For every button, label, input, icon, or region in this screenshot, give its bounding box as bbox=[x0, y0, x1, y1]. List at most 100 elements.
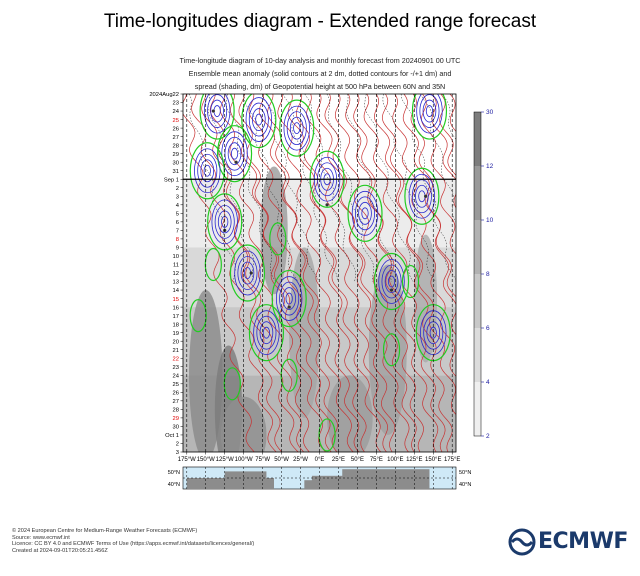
negative-contour bbox=[256, 315, 277, 350]
positive-contour bbox=[258, 94, 354, 452]
longitude-label: 25°W bbox=[293, 457, 308, 463]
gridlines bbox=[183, 94, 456, 452]
negative-contour bbox=[259, 321, 274, 345]
day-label: 14 bbox=[173, 288, 180, 294]
negative-contour bbox=[361, 207, 369, 220]
dotted-contour bbox=[346, 94, 393, 282]
map-lat-label-right: 50°N bbox=[459, 470, 471, 476]
negative-contour bbox=[378, 259, 405, 304]
day-label: 28 bbox=[173, 143, 179, 149]
day-label: 27 bbox=[173, 135, 179, 141]
green-contour bbox=[189, 142, 225, 200]
longitude-label: 125°E bbox=[406, 457, 422, 463]
colorbar-label: 4 bbox=[486, 379, 490, 386]
positive-contour bbox=[410, 94, 456, 336]
day-label: 29 bbox=[173, 152, 179, 158]
negative-contour bbox=[194, 148, 221, 194]
spread-blob bbox=[260, 166, 288, 295]
anomaly-center-marker bbox=[211, 109, 215, 113]
day-label: 2 bbox=[176, 442, 179, 448]
colorbar-segment bbox=[474, 112, 481, 166]
negative-contour bbox=[429, 326, 437, 339]
positive-contour bbox=[363, 94, 446, 452]
negative-contour bbox=[255, 113, 263, 126]
longitude-label: 50°E bbox=[351, 457, 364, 463]
day-label: 10 bbox=[173, 254, 179, 260]
negative-contour bbox=[279, 281, 300, 316]
green-contour bbox=[279, 99, 315, 157]
longitude-label: 25°E bbox=[332, 457, 345, 463]
negative-contour bbox=[286, 111, 307, 145]
negative-contour bbox=[293, 122, 301, 134]
positive-contour bbox=[191, 94, 277, 452]
subtitle-line-2: Ensemble mean anomaly (solid contours at… bbox=[188, 69, 452, 78]
positive-contour bbox=[316, 94, 410, 452]
dotted-contour bbox=[364, 94, 414, 282]
day-label: 30 bbox=[173, 160, 179, 166]
colorbar-label: 2 bbox=[486, 433, 490, 440]
map-land bbox=[304, 480, 328, 489]
longitude-label: 50°W bbox=[274, 457, 289, 463]
day-label: 3 bbox=[176, 450, 179, 456]
green-contour bbox=[373, 252, 410, 311]
negative-contour bbox=[252, 108, 266, 131]
positive-contour bbox=[431, 94, 456, 209]
green-contour bbox=[271, 269, 307, 328]
green-contour bbox=[411, 94, 448, 140]
positive-contour bbox=[248, 94, 332, 452]
day-label: 16 bbox=[173, 305, 179, 311]
positive-contour bbox=[267, 94, 338, 452]
day-label: Oct 1 bbox=[165, 433, 179, 439]
anomaly-center-marker bbox=[287, 305, 291, 309]
day-label: 20 bbox=[173, 339, 179, 345]
dotted-contour bbox=[226, 94, 277, 282]
negative-contour bbox=[200, 159, 215, 183]
day-label: 26 bbox=[173, 126, 179, 132]
positive-contour bbox=[449, 94, 456, 132]
day-label: 7 bbox=[176, 229, 179, 235]
green-contour bbox=[382, 333, 401, 367]
colorbar-segment bbox=[474, 166, 481, 220]
negative-contour bbox=[245, 97, 273, 142]
positive-contour bbox=[287, 94, 382, 452]
negative-contour bbox=[416, 94, 443, 134]
negative-contour bbox=[283, 105, 310, 151]
map-land bbox=[342, 469, 430, 489]
positive-contour bbox=[220, 94, 304, 452]
green-contour bbox=[199, 94, 235, 140]
green-contour bbox=[189, 299, 207, 333]
anomaly-center-marker bbox=[325, 203, 329, 207]
negative-contour bbox=[237, 256, 258, 290]
spread-blob bbox=[289, 247, 320, 418]
green-contour bbox=[280, 358, 298, 392]
negative-contour bbox=[197, 153, 218, 188]
footer-created: Created at 2024-09-01T20:05:21.456Z bbox=[12, 547, 108, 554]
chart-title: Time-longitudes diagram - Extended range… bbox=[103, 11, 537, 32]
colorbar-label: 8 bbox=[486, 271, 490, 278]
anomaly-center-marker bbox=[234, 160, 238, 164]
green-contour bbox=[223, 367, 241, 401]
day-label: 21 bbox=[173, 348, 179, 354]
green-contour bbox=[347, 184, 383, 242]
positive-contour bbox=[439, 94, 456, 206]
day-label: 17 bbox=[173, 314, 179, 320]
green-contour bbox=[404, 167, 440, 225]
negative-contour bbox=[289, 116, 304, 140]
green-contour bbox=[248, 304, 285, 362]
negative-contour bbox=[358, 201, 372, 225]
day-label: 31 bbox=[173, 169, 179, 175]
negative-contour bbox=[419, 94, 440, 128]
footer-copyright: © 2024 European Centre for Medium-Range … bbox=[12, 528, 198, 534]
day-label: 22 bbox=[173, 356, 179, 362]
negative-contour bbox=[230, 147, 239, 160]
day-label: 9 bbox=[176, 246, 179, 252]
positive-contour bbox=[421, 94, 456, 255]
day-label: 25 bbox=[173, 382, 179, 388]
footer: © 2024 European Centre for Medium-Range … bbox=[12, 528, 254, 554]
ecmwf-logo-icon bbox=[508, 528, 536, 556]
colorbar: 2 4 6 8 10 12 30 bbox=[473, 109, 494, 440]
day-label: 8 bbox=[176, 237, 179, 243]
day-label: 4 bbox=[176, 203, 180, 209]
negative-contour bbox=[384, 270, 399, 293]
